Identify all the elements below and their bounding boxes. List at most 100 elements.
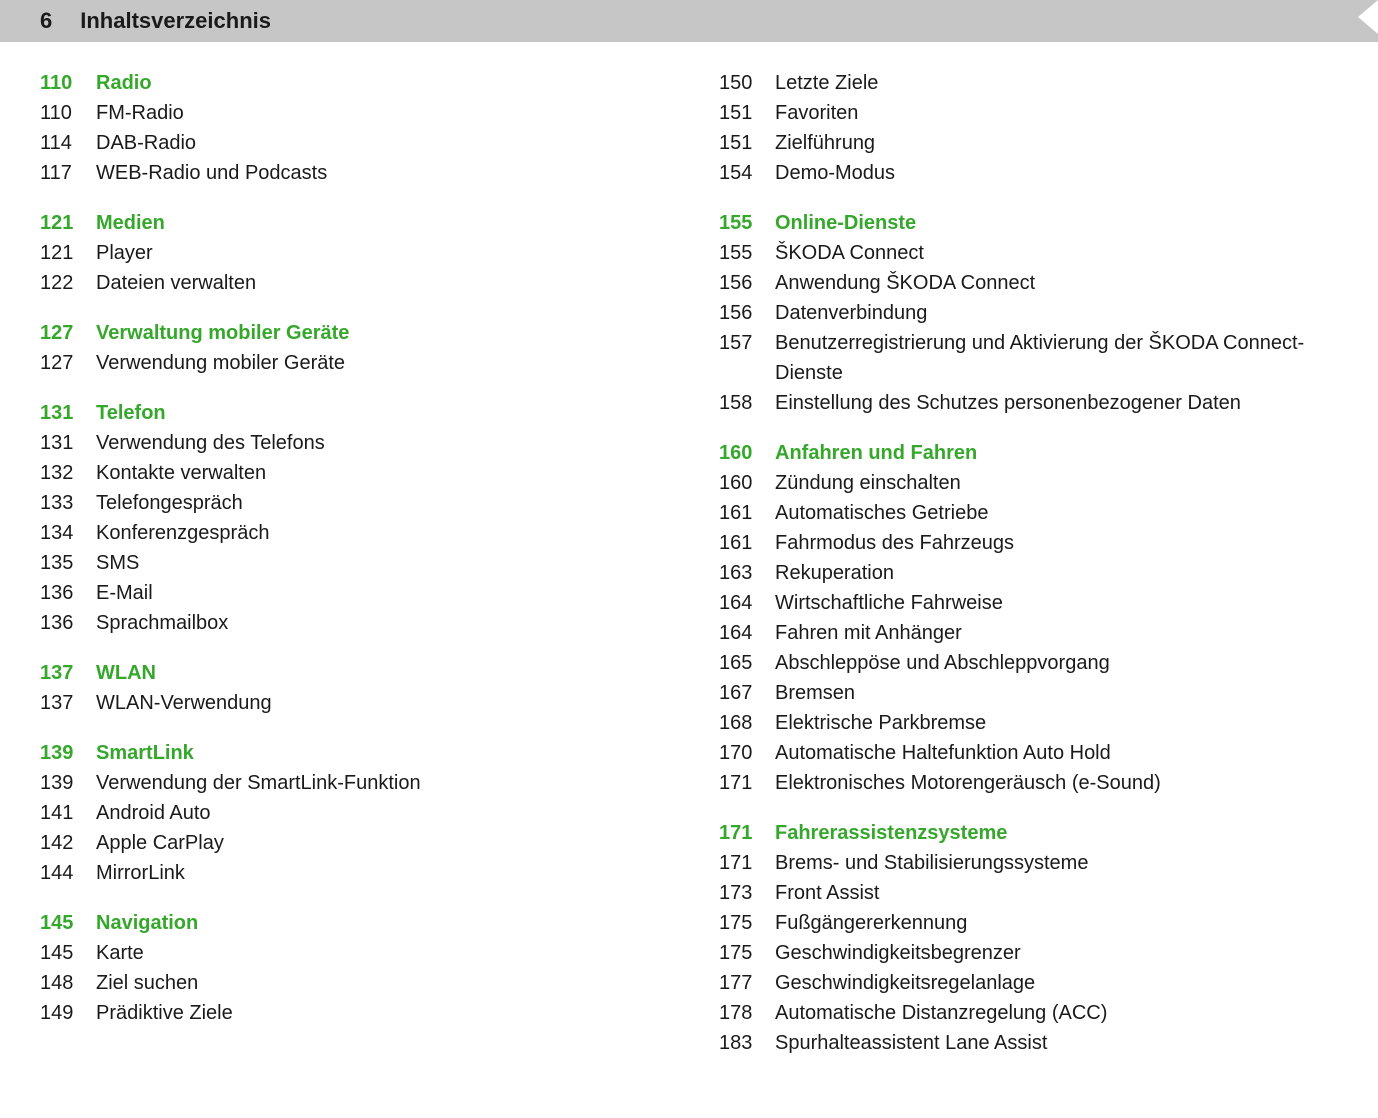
toc-page-number: 114 bbox=[40, 128, 96, 158]
toc-page-number: 144 bbox=[40, 858, 96, 888]
toc-column-right: 150Letzte Ziele151Favoriten151Zielführun… bbox=[719, 68, 1338, 1078]
toc-entry: 164Wirtschaftliche Fahrweise bbox=[719, 588, 1338, 618]
toc-columns: 110Radio110FM-Radio114DAB-Radio117WEB-Ra… bbox=[0, 42, 1378, 1118]
toc-page-number: 165 bbox=[719, 648, 775, 678]
toc-entry-label: Abschleppöse und Abschleppvorgang bbox=[775, 648, 1110, 678]
toc-entry-label: Player bbox=[96, 238, 153, 268]
toc-section-heading: 155Online-Dienste bbox=[719, 208, 1338, 238]
page-header: 6 Inhaltsverzeichnis bbox=[0, 0, 1378, 42]
toc-entry: 160Zündung einschalten bbox=[719, 468, 1338, 498]
toc-section: 171Fahrerassistenzsysteme171Brems- und S… bbox=[719, 818, 1338, 1058]
toc-section-heading: 139SmartLink bbox=[40, 738, 659, 768]
toc-page-number: 145 bbox=[40, 938, 96, 968]
toc-entry: 135SMS bbox=[40, 548, 659, 578]
toc-page-number: 157 bbox=[719, 328, 775, 358]
toc-entry-label: DAB-Radio bbox=[96, 128, 196, 158]
toc-section-title: SmartLink bbox=[96, 738, 194, 768]
toc-entry-label: WLAN-Verwendung bbox=[96, 688, 272, 718]
toc-entry-label: Automatisches Getriebe bbox=[775, 498, 988, 528]
toc-entry-label: SMS bbox=[96, 548, 139, 578]
toc-entry-label: Android Auto bbox=[96, 798, 211, 828]
toc-section-continuation: 150Letzte Ziele151Favoriten151Zielführun… bbox=[719, 68, 1338, 188]
toc-page-number: 117 bbox=[40, 158, 96, 188]
toc-entry: 163Rekuperation bbox=[719, 558, 1338, 588]
toc-entry-label: Dateien verwalten bbox=[96, 268, 256, 298]
toc-page-number: 141 bbox=[40, 798, 96, 828]
toc-entry: 122Dateien verwalten bbox=[40, 268, 659, 298]
toc-page-number: 175 bbox=[719, 908, 775, 938]
toc-entry: 151Zielführung bbox=[719, 128, 1338, 158]
toc-page-number: 131 bbox=[40, 398, 96, 428]
toc-entry-label: Geschwindigkeitsregelanlage bbox=[775, 968, 1035, 998]
toc-page-number: 156 bbox=[719, 298, 775, 328]
toc-entry-label: Zündung einschalten bbox=[775, 468, 961, 498]
toc-entry: 136E-Mail bbox=[40, 578, 659, 608]
header-title: Inhaltsverzeichnis bbox=[80, 8, 271, 34]
toc-entry-label: Anwendung ŠKODA Connect bbox=[775, 268, 1035, 298]
toc-page-number: 134 bbox=[40, 518, 96, 548]
toc-section-title: Fahrerassistenzsysteme bbox=[775, 818, 1007, 848]
toc-section: 131Telefon131Verwendung des Telefons132K… bbox=[40, 398, 659, 638]
toc-entry: 136Sprachmailbox bbox=[40, 608, 659, 638]
toc-section-heading: 127Verwaltung mobiler Geräte bbox=[40, 318, 659, 348]
toc-section-title: Radio bbox=[96, 68, 152, 98]
toc-entry: 127Verwendung mobiler Geräte bbox=[40, 348, 659, 378]
toc-section: 145Navigation145Karte148Ziel suchen149Pr… bbox=[40, 908, 659, 1028]
toc-entry: 177Geschwindigkeitsregelanlage bbox=[719, 968, 1338, 998]
toc-entry-label: Front Assist bbox=[775, 878, 879, 908]
toc-section-title: Online-Dienste bbox=[775, 208, 916, 238]
toc-section-heading: 110Radio bbox=[40, 68, 659, 98]
toc-page-number: 121 bbox=[40, 208, 96, 238]
toc-entry: 150Letzte Ziele bbox=[719, 68, 1338, 98]
toc-page-number: 163 bbox=[719, 558, 775, 588]
toc-section-title: Medien bbox=[96, 208, 165, 238]
toc-entry: 149Prädiktive Ziele bbox=[40, 998, 659, 1028]
toc-entry-label: WEB-Radio und Podcasts bbox=[96, 158, 327, 188]
toc-entry: 132Kontakte verwalten bbox=[40, 458, 659, 488]
toc-entry-label: MirrorLink bbox=[96, 858, 185, 888]
toc-entry: 141Android Auto bbox=[40, 798, 659, 828]
toc-section-title: Navigation bbox=[96, 908, 198, 938]
toc-page-number: 135 bbox=[40, 548, 96, 578]
toc-page-number: 175 bbox=[719, 938, 775, 968]
toc-page-number: 137 bbox=[40, 658, 96, 688]
toc-page-number: 171 bbox=[719, 848, 775, 878]
toc-entry-label: Spurhalteassistent Lane Assist bbox=[775, 1028, 1047, 1058]
toc-entry: 164Fahren mit Anhänger bbox=[719, 618, 1338, 648]
toc-page-number: 154 bbox=[719, 158, 775, 188]
header-page-number: 6 bbox=[40, 8, 52, 34]
toc-entry-label: Karte bbox=[96, 938, 144, 968]
toc-section-heading: 160Anfahren und Fahren bbox=[719, 438, 1338, 468]
toc-page-number: 110 bbox=[40, 98, 96, 128]
toc-entry-label: Elektronisches Motorengeräusch (e-Sound) bbox=[775, 768, 1161, 798]
toc-entry-label: Letzte Ziele bbox=[775, 68, 878, 98]
toc-entry: 175Fußgängererkennung bbox=[719, 908, 1338, 938]
toc-page-number: 122 bbox=[40, 268, 96, 298]
toc-section: 139SmartLink139Verwendung der SmartLink-… bbox=[40, 738, 659, 888]
toc-entry-label: Konferenzgespräch bbox=[96, 518, 269, 548]
toc-section-heading: 131Telefon bbox=[40, 398, 659, 428]
toc-section: 160Anfahren und Fahren160Zündung einscha… bbox=[719, 438, 1338, 798]
toc-entry: 157Benutzerregistrierung und Aktivierung… bbox=[719, 328, 1338, 388]
toc-entry: 145Karte bbox=[40, 938, 659, 968]
toc-page-number: 177 bbox=[719, 968, 775, 998]
toc-page-number: 155 bbox=[719, 208, 775, 238]
toc-entry-label: ŠKODA Connect bbox=[775, 238, 924, 268]
toc-page-number: 151 bbox=[719, 98, 775, 128]
toc-page-number: 127 bbox=[40, 318, 96, 348]
toc-entry: 134Konferenzgespräch bbox=[40, 518, 659, 548]
toc-section: 137WLAN137WLAN-Verwendung bbox=[40, 658, 659, 718]
toc-page-number: 158 bbox=[719, 388, 775, 418]
toc-page-number: 149 bbox=[40, 998, 96, 1028]
toc-page-number: 148 bbox=[40, 968, 96, 998]
toc-page-number: 178 bbox=[719, 998, 775, 1028]
toc-entry-label: Fußgängererkennung bbox=[775, 908, 967, 938]
toc-page-number: 167 bbox=[719, 678, 775, 708]
toc-page-number: 137 bbox=[40, 688, 96, 718]
toc-page-number: 145 bbox=[40, 908, 96, 938]
toc-page-number: 170 bbox=[719, 738, 775, 768]
toc-page-number: 121 bbox=[40, 238, 96, 268]
toc-entry-label: E-Mail bbox=[96, 578, 153, 608]
toc-entry-label: Telefongespräch bbox=[96, 488, 243, 518]
toc-entry-label: Prädiktive Ziele bbox=[96, 998, 233, 1028]
